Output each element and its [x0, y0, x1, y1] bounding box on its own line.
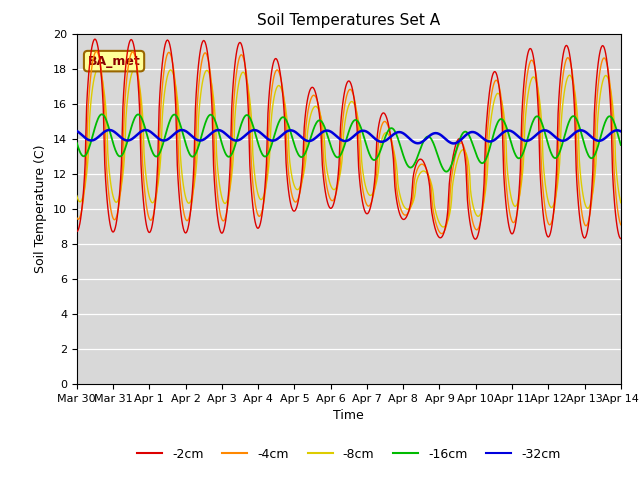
Text: BA_met: BA_met	[88, 55, 140, 68]
Title: Soil Temperatures Set A: Soil Temperatures Set A	[257, 13, 440, 28]
Y-axis label: Soil Temperature (C): Soil Temperature (C)	[35, 144, 47, 273]
Legend: -2cm, -4cm, -8cm, -16cm, -32cm: -2cm, -4cm, -8cm, -16cm, -32cm	[132, 443, 566, 466]
X-axis label: Time: Time	[333, 409, 364, 422]
